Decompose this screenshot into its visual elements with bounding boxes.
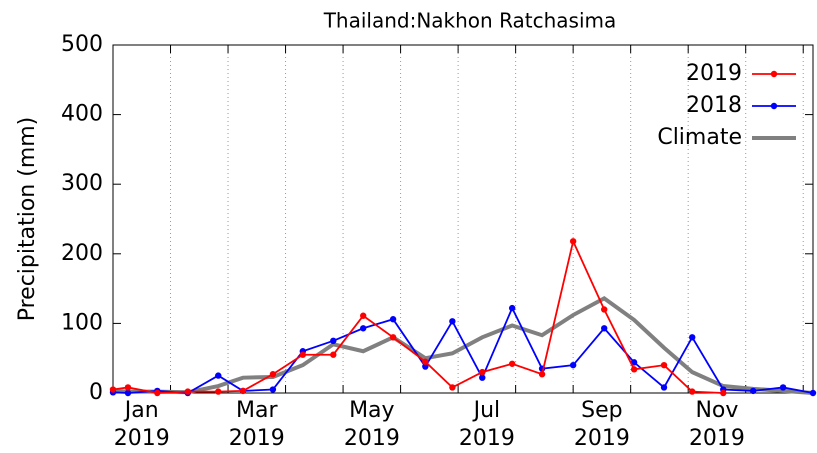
data-point [630,359,638,366]
data-point [360,312,367,319]
data-point [508,360,516,367]
plot-frame [112,44,814,394]
data-point [660,384,668,391]
x-tick-label: 2019 [114,426,170,451]
y-tick-label: 400 [61,102,103,127]
data-point [422,363,429,370]
data-point [389,316,397,323]
data-point [689,334,696,341]
data-point [508,304,516,312]
y-axis-label: Precipitation (mm) [15,117,40,322]
data-point [479,374,486,381]
data-point [215,372,222,379]
x-tick-label: Jul [472,398,501,423]
data-point [330,351,337,358]
data-point [689,388,696,395]
data-point [601,306,608,313]
data-point [720,389,727,397]
data-point [569,361,577,369]
x-tick-label: May [349,398,394,423]
data-point [449,384,456,391]
data-point [809,389,817,397]
data-point [660,361,668,369]
data-point [538,371,546,378]
data-point [154,389,161,397]
x-tick-label: Jan [123,398,159,423]
data-point [749,387,757,395]
legend-marker [770,102,778,110]
x-tick-label: Mar [236,398,278,423]
data-point [184,388,191,395]
data-point [269,386,277,393]
x-tick-label: 2019 [689,426,745,451]
data-point [601,325,608,332]
data-point [269,371,277,378]
data-point [239,387,247,395]
y-tick-label: 100 [61,310,103,335]
legend-label: Climate [657,125,742,150]
x-tick-label: Nov [695,398,738,423]
data-point [389,334,397,341]
x-tick-label: Sep [581,398,622,423]
chart-title: Thailand:Nakhon Ratchasima [323,9,617,33]
legend-marker [770,70,778,78]
x-tick-label: 2019 [459,426,515,451]
data-point [449,318,456,325]
data-point [124,389,132,397]
legend-label: 2019 [686,61,742,86]
y-tick-label: 200 [61,241,103,266]
data-point [360,325,367,332]
data-point [215,388,222,395]
data-point [299,351,307,358]
data-point [422,358,429,365]
series-line [112,238,724,394]
y-tick-label: 0 [89,380,103,405]
x-tick-label: 2019 [574,426,630,451]
y-tick-label: 500 [61,32,103,57]
series-line [112,295,814,395]
y-tick-label: 300 [61,171,103,196]
data-point [779,384,787,391]
data-point [330,337,337,344]
data-point [569,238,577,245]
data-point [124,384,132,391]
data-point [630,366,638,373]
legend-label: 2018 [686,93,742,118]
data-point [109,386,117,393]
data-point [479,368,486,376]
x-tick-label: 2019 [344,426,400,451]
x-tick-label: 2019 [229,426,285,451]
